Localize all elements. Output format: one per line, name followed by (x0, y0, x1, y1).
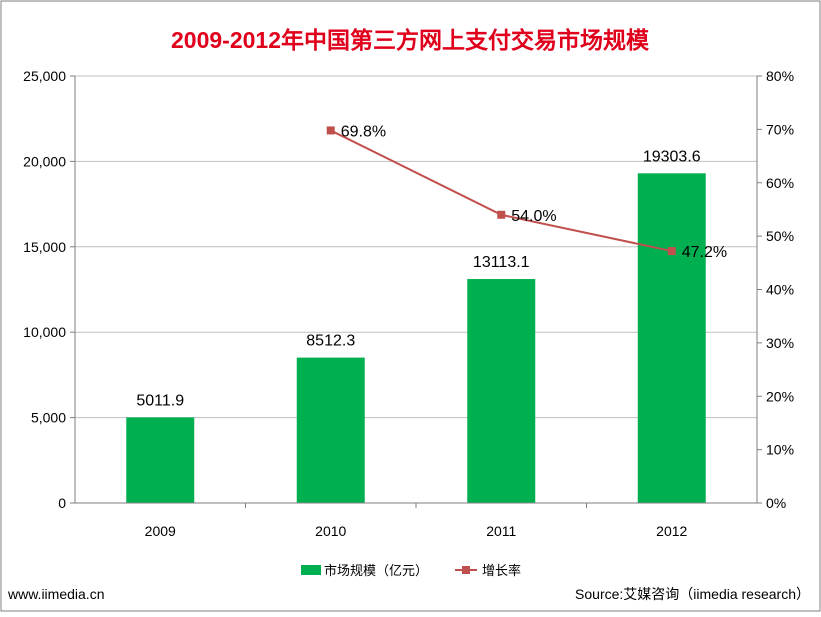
legend-label-market-size: 市场规模（亿元） (324, 563, 428, 578)
growth-marker-2011 (497, 210, 506, 219)
growth-label-2011: 54.0% (511, 208, 556, 225)
y-right-tick-label: 30% (766, 335, 794, 351)
bar-2009 (126, 417, 195, 503)
growth-label-2010: 69.8% (341, 123, 386, 140)
axes: 0 5,000 10,000 15,000 20,000 25,000 0% 10% 20% 30… (23, 68, 794, 539)
bar-2010 (296, 357, 365, 503)
y-right-tick-label: 80% (766, 68, 794, 84)
bar-label-2011: 13113.1 (473, 254, 530, 271)
y-left-tick-label: 5,000 (31, 410, 66, 426)
x-tick-label: 2012 (656, 523, 687, 539)
growth-marker-2012 (667, 247, 676, 256)
y-left-tick-label: 25,000 (23, 68, 66, 84)
y-right-tick-label: 60% (766, 175, 794, 191)
legend-swatch-market-size (301, 565, 321, 575)
legend-label-growth: 增长率 (482, 563, 521, 578)
y-right-tick-label: 10% (766, 442, 794, 458)
y-left-tick-label: 10,000 (23, 324, 66, 340)
y-left-tick-label: 15,000 (23, 239, 66, 255)
y-left-tick-label: 0 (58, 495, 66, 511)
y-right-tick-label: 20% (766, 388, 794, 404)
x-tick-label: 2010 (315, 523, 346, 539)
legend-marker-growth (462, 566, 470, 574)
y-right-tick-label: 40% (766, 282, 794, 298)
data-labels: 5011.9 8512.3 13113.1 19303.6 69.8% 54.0% 47.2… (136, 123, 727, 409)
bar-label-2012: 19303.6 (643, 148, 701, 165)
y-right-tick-label: 70% (766, 121, 794, 137)
bar-label-2010: 8512.3 (306, 333, 355, 350)
bar-label-2009: 5011.9 (136, 392, 184, 409)
line-series (326, 126, 676, 256)
x-tick-label: 2009 (145, 523, 176, 539)
legend: 市场规模（亿元） 增长率 (301, 563, 521, 578)
footer-website[interactable]: www.iimedia.cn (7, 586, 104, 602)
growth-label-2012: 47.2% (682, 244, 727, 261)
growth-marker-2010 (326, 126, 335, 135)
chart-title: 2009-2012年中国第三方网上支付交易市场规模 (171, 27, 650, 53)
footer-source: Source:艾媒咨询（iimedia research） (575, 586, 810, 602)
y-right-tick-label: 50% (766, 228, 794, 244)
bar-2011 (467, 279, 536, 503)
y-right-tick-label: 0% (766, 495, 786, 511)
x-tick-label: 2011 (486, 523, 516, 539)
y-left-tick-label: 20,000 (23, 153, 66, 169)
bar-series (126, 173, 706, 504)
bar-2012 (637, 173, 706, 504)
